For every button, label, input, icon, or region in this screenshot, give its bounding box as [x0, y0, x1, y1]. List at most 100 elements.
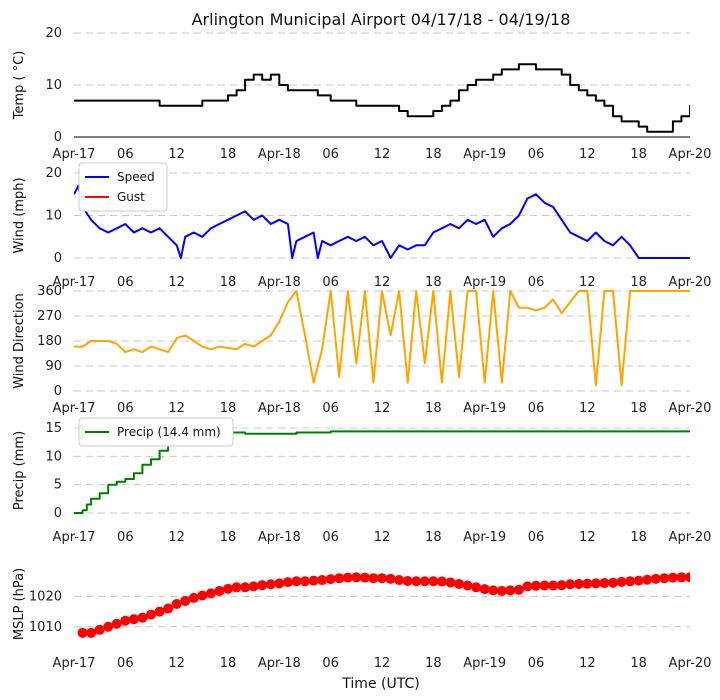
mslp-point	[573, 578, 584, 589]
wind-xtick-label: 18	[630, 275, 647, 290]
panel-direction: 0 90 180 270 360 Wind Direction Apr-17 06 12 18 Ap…	[12, 284, 712, 416]
wind-xtick-label: 12	[579, 275, 596, 290]
direction-ytick-label: 90	[45, 359, 62, 374]
mslp-point	[377, 573, 387, 584]
precip-xtick-label: 12	[168, 530, 185, 545]
direction-series-direction	[74, 290, 690, 387]
temp-ytick-label: 20	[45, 26, 62, 41]
mslp-point	[342, 572, 353, 583]
temp-xtick-label: 18	[630, 147, 647, 162]
panel-wind: 0 10 20 Wind (mph) Apr-17 06 12 18 Apr-18 06 12 18 A…	[12, 162, 711, 290]
mslp-point	[633, 575, 644, 586]
precip-legend	[78, 417, 234, 447]
precip-xtick-label: 06	[322, 530, 339, 545]
mslp-point	[650, 573, 661, 584]
mslp-point	[163, 603, 174, 614]
wind-y-axis-label: Wind (mph)	[12, 177, 27, 253]
precip-y-axis-label: Precip (mm)	[12, 431, 27, 510]
mslp-xtick-label: 12	[374, 656, 391, 671]
direction-xtick-label: 18	[425, 401, 442, 416]
temp-y-axis-label: Temp ( °C)	[12, 51, 27, 121]
temp-xtick-label: 12	[168, 147, 185, 162]
mslp-point	[265, 579, 276, 590]
precip-xtick-label: 18	[630, 530, 647, 545]
mslp-point	[359, 572, 370, 583]
mslp-point	[496, 585, 507, 596]
mslp-ytick-label: 1010	[29, 620, 62, 635]
mslp-point	[197, 590, 208, 601]
mslp-y-axis-label: MSLP (hPa)	[12, 568, 27, 640]
temp-xtick-label: 18	[220, 147, 237, 162]
precip-xtick-label: Apr-17	[53, 530, 96, 545]
mslp-point	[351, 572, 362, 583]
mslp-point	[128, 614, 139, 625]
mslp-point	[205, 588, 216, 599]
wind-xtick-label: 06	[528, 275, 545, 290]
temp-xtick-label: 06	[528, 147, 545, 162]
precip-xtick-label: 18	[425, 530, 442, 545]
chart-title: Arlington Municipal Airport 04/17/18 - 0…	[192, 10, 571, 29]
direction-xtick-label: Apr-18	[258, 401, 301, 416]
temp-xtick-label: Apr-20	[669, 147, 712, 162]
temp-ytick-label: 0	[54, 130, 62, 145]
mslp-point	[711, 574, 720, 584]
direction-xtick-label: 06	[528, 401, 545, 416]
precip-ytick-label: 0	[54, 506, 62, 521]
mslp-point	[291, 576, 302, 587]
mslp-point	[625, 576, 636, 587]
mslp-point	[137, 612, 148, 623]
direction-xtick-label: 18	[220, 401, 237, 416]
direction-ytick-label: 180	[37, 334, 62, 349]
mslp-xtick-label: 06	[528, 656, 545, 671]
mslp-point	[531, 580, 541, 591]
mslp-point	[248, 581, 259, 592]
mslp-point	[240, 582, 251, 593]
mslp-point	[402, 575, 413, 586]
mslp-xtick-label: 18	[220, 656, 237, 671]
meteogram-panels: 0 10 20 Temp ( °C) Apr-17 06 12 18 Apr-18 06 12 18 A…	[12, 26, 720, 671]
mslp-point	[300, 576, 310, 587]
mslp-point	[522, 581, 533, 592]
direction-ytick-label: 270	[37, 309, 62, 324]
mslp-point	[419, 576, 430, 587]
mslp-point	[565, 579, 576, 590]
mslp-point	[556, 580, 567, 591]
mslp-point	[188, 592, 199, 603]
mslp-point	[694, 573, 704, 583]
mslp-point	[488, 585, 499, 596]
mslp-point	[103, 621, 114, 632]
mslp-point	[282, 577, 293, 588]
mslp-point	[659, 573, 670, 584]
mslp-point	[513, 584, 524, 595]
mslp-point	[257, 580, 268, 591]
wind-xtick-label: 18	[220, 275, 237, 290]
temp-xtick-label: 12	[374, 147, 391, 162]
mslp-point	[308, 575, 319, 586]
mslp-point	[462, 580, 473, 591]
mslp-point	[599, 578, 610, 589]
wind-legend-label: Speed	[117, 170, 155, 184]
direction-xtick-label: 06	[322, 401, 339, 416]
direction-xtick-label: Apr-20	[669, 401, 712, 416]
mslp-point	[334, 573, 345, 584]
mslp-point	[685, 572, 690, 583]
wind-xtick-label: Apr-17	[53, 275, 96, 290]
mslp-point	[676, 572, 687, 583]
precip-xtick-label: 12	[579, 530, 596, 545]
precip-ytick-label: 5	[54, 478, 62, 493]
wind-ytick-label: 10	[45, 209, 62, 224]
precip-xtick-label: Apr-19	[463, 530, 506, 545]
wind-legend	[78, 162, 168, 212]
mslp-xtick-label: 06	[117, 656, 134, 671]
mslp-point	[539, 580, 550, 591]
mslp-xtick-label: 18	[425, 656, 442, 671]
mslp-xtick-label: 06	[322, 656, 339, 671]
direction-ytick-label: 0	[54, 384, 62, 399]
direction-xtick-label: 06	[117, 401, 134, 416]
precip-ytick-label: 15	[45, 421, 62, 436]
mslp-point	[471, 582, 482, 593]
precip-xtick-label: 06	[117, 530, 134, 545]
mslp-point	[368, 573, 379, 584]
